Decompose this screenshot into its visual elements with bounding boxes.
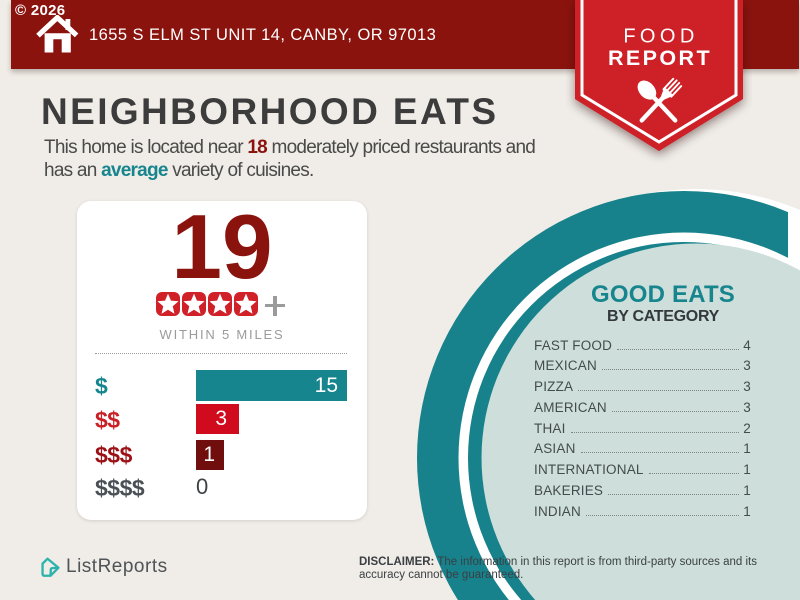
svg-text:REPORT: REPORT <box>608 46 712 70</box>
svg-text:FOOD: FOOD <box>623 26 698 48</box>
